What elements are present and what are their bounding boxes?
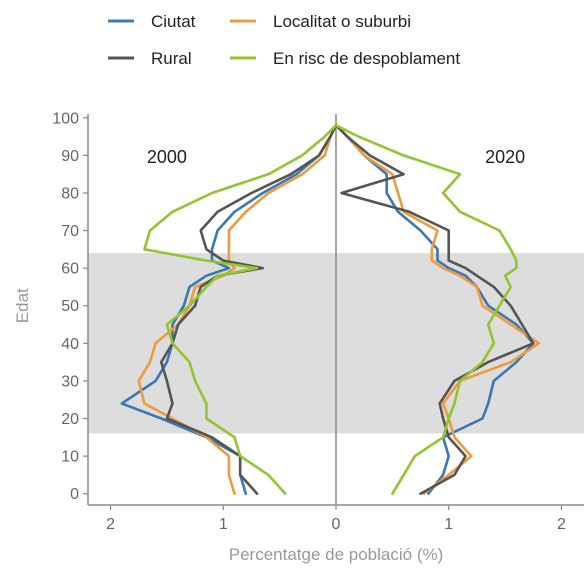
- y-tick-label-100: 100: [52, 110, 79, 127]
- legend-label-2: Rural: [151, 49, 192, 68]
- series-line-3-2020: [334, 124, 518, 496]
- x-tick-label-0: 2: [106, 516, 115, 533]
- y-tick-label-70: 70: [61, 223, 79, 240]
- panel-label-left: 2000: [147, 147, 187, 167]
- legend-label-1: Localitat o suburbi: [273, 12, 411, 31]
- y-tick-label-10: 10: [61, 449, 79, 466]
- x-tick-label-1: 1: [219, 516, 228, 533]
- panel-label-right: 2020: [485, 147, 525, 167]
- y-axis-title: Edat: [13, 288, 32, 323]
- y-tick-label-90: 90: [61, 148, 79, 165]
- y-tick-label-0: 0: [70, 486, 79, 503]
- series-line-3-2000: [143, 124, 338, 496]
- series-line-2-2020: [334, 124, 535, 496]
- series-line-2-2000: [160, 124, 338, 496]
- legend-label-0: Ciutat: [151, 12, 196, 31]
- y-tick-label-50: 50: [61, 298, 79, 315]
- series-line-1-2020: [334, 124, 541, 496]
- y-tick-label-80: 80: [61, 185, 79, 202]
- x-tick-label-3: 1: [444, 516, 453, 533]
- x-axis-title: Percentatge de població (%): [229, 545, 444, 564]
- legend-label-3: En risc de despoblament: [273, 49, 460, 68]
- y-tick-label-20: 20: [61, 411, 79, 428]
- x-tick-label-2: 0: [332, 516, 341, 533]
- series-layer: [120, 124, 541, 496]
- series-line-0-2000: [120, 124, 338, 496]
- x-tick-label-4: 2: [557, 516, 566, 533]
- y-tick-label-40: 40: [61, 336, 79, 353]
- y-tick-label-30: 30: [61, 373, 79, 390]
- y-tick-label-60: 60: [61, 261, 79, 278]
- legend: Ciutat Localitat o suburbi Rural En risc de…: [108, 12, 460, 68]
